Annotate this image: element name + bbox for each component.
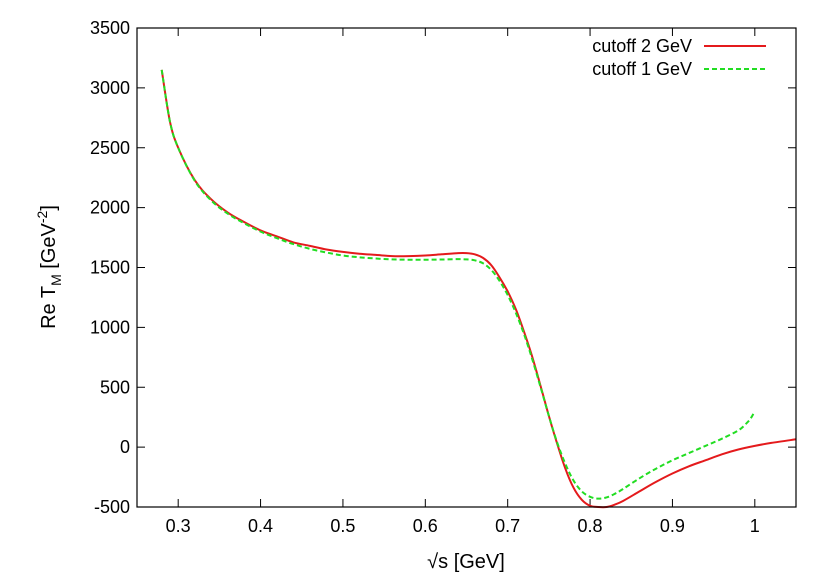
y-axis-title-subscript: M bbox=[48, 274, 64, 286]
axis-ticks bbox=[137, 27, 796, 508]
y-axis-title-unit: [GeV bbox=[38, 222, 60, 274]
y-tick-label: 3500 bbox=[90, 18, 130, 38]
y-tick-label: 2000 bbox=[90, 198, 130, 218]
x-tick-label: 0.5 bbox=[330, 516, 355, 536]
y-axis-title-base: Re T bbox=[38, 286, 60, 329]
y-tick-label: 3000 bbox=[90, 78, 130, 98]
legend-label-cutoff-2: cutoff 2 GeV bbox=[592, 36, 692, 56]
legend: cutoff 2 GeV cutoff 1 GeV bbox=[592, 36, 766, 79]
y-axis-title-close: ] bbox=[38, 205, 60, 211]
y-tick-label: 0 bbox=[120, 437, 130, 457]
x-tick-label: 1 bbox=[750, 516, 760, 536]
y-axis-title-superscript: -2 bbox=[34, 210, 50, 223]
x-tick-label: 0.9 bbox=[660, 516, 685, 536]
x-axis-title: √s [GeV] bbox=[427, 551, 505, 573]
y-tick-label: 1500 bbox=[90, 258, 130, 278]
y-axis-title: Re TM [GeV-2] bbox=[34, 205, 64, 329]
x-tick-label: 0.7 bbox=[495, 516, 520, 536]
series-layer bbox=[160, 69, 797, 509]
series-line-1 bbox=[160, 69, 797, 509]
y-tick-label: 500 bbox=[100, 377, 130, 397]
x-tick-label: 0.3 bbox=[166, 516, 191, 536]
plot-frame bbox=[136, 27, 797, 508]
y-tick-label: -500 bbox=[94, 497, 130, 517]
series-line-2 bbox=[160, 69, 756, 500]
x-tick-label: 0.6 bbox=[413, 516, 438, 536]
legend-label-cutoff-1: cutoff 1 GeV bbox=[592, 59, 692, 79]
y-tick-label: 2500 bbox=[90, 138, 130, 158]
x-tick-label: 0.4 bbox=[248, 516, 273, 536]
x-tick-label: 0.8 bbox=[578, 516, 603, 536]
tick-labels: 0.3 0.4 0.5 0.6 0.7 0.8 0.9 1 -500 0 500 1000 1500 20… bbox=[90, 18, 760, 536]
y-tick-label: 1000 bbox=[90, 317, 130, 337]
